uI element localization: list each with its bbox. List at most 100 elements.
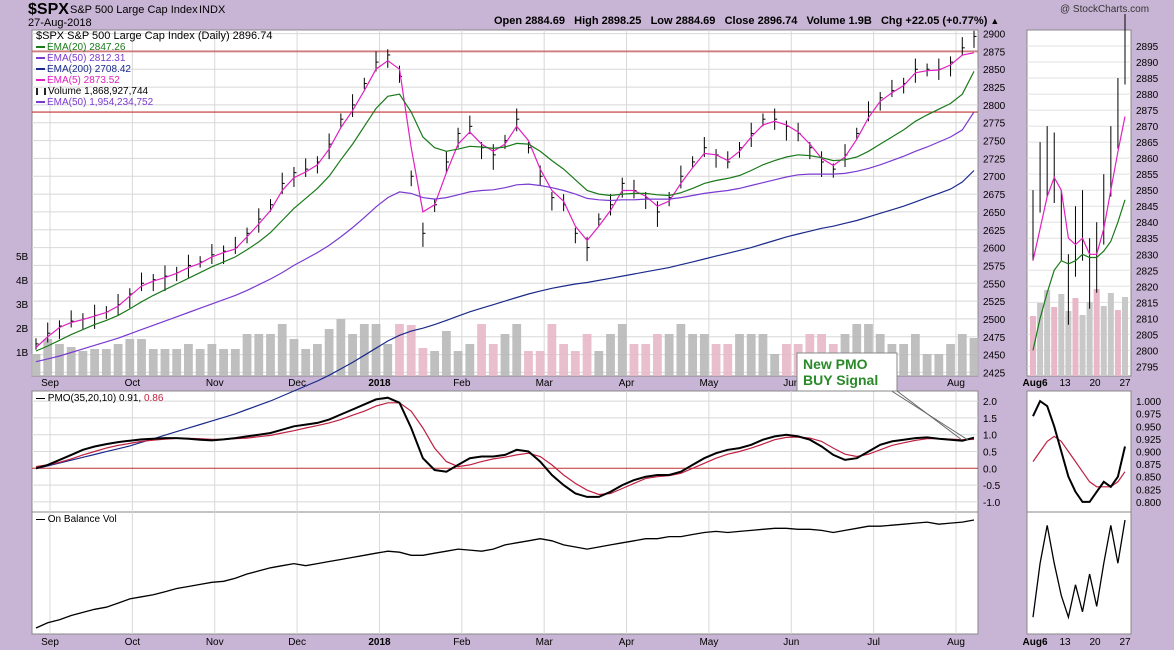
volume-bar bbox=[864, 324, 873, 376]
volume-bar bbox=[676, 324, 686, 376]
month-tick-label: Aug bbox=[947, 378, 965, 389]
pmo-tick-label: 2.0 bbox=[983, 397, 997, 408]
inset-obv-panel bbox=[1026, 511, 1132, 635]
volume-bar bbox=[359, 324, 369, 376]
inset-price-tick-label: 2875 bbox=[1136, 106, 1159, 117]
price-tick-label: 2550 bbox=[983, 279, 1006, 290]
pmo-legend: PMO(35,20,10) 0.91, 0.86 bbox=[36, 393, 163, 404]
price-tick-label: 2525 bbox=[983, 297, 1006, 308]
volume-bar bbox=[90, 349, 100, 376]
volume-bar bbox=[406, 325, 416, 376]
volume-bar bbox=[207, 344, 217, 376]
volume-bar bbox=[395, 324, 404, 376]
inset-price-tick-label: 2885 bbox=[1136, 74, 1159, 85]
pmo-legend-swatch bbox=[36, 397, 45, 399]
open-label: Open bbox=[494, 15, 523, 27]
obv-line bbox=[35, 519, 975, 629]
volume-bar bbox=[957, 334, 967, 376]
inset-date-label-bottom: 27 bbox=[1119, 637, 1131, 648]
month-tick-label-bottom: Feb bbox=[453, 637, 471, 648]
inset-volume-bar bbox=[1072, 298, 1079, 376]
volume-tick-label: 5B bbox=[16, 252, 29, 263]
volume-bar bbox=[852, 324, 862, 376]
inset-date-label-bottom: 20 bbox=[1089, 637, 1101, 648]
exchange-label: INDX bbox=[199, 4, 226, 16]
inset-price-tick-label: 2840 bbox=[1136, 218, 1159, 229]
volume-bar bbox=[899, 344, 909, 376]
volume-bar bbox=[934, 354, 944, 376]
annotation-pointer-line-2 bbox=[892, 387, 963, 441]
inset-price-tick-label: 2830 bbox=[1136, 250, 1159, 261]
close-label: Close bbox=[724, 15, 755, 27]
close-value: 2896.74 bbox=[757, 15, 798, 27]
inset-volume-bar bbox=[1044, 290, 1051, 376]
volume-bar bbox=[688, 334, 697, 376]
volume-bar bbox=[711, 344, 721, 376]
inset-ema20-line bbox=[1032, 199, 1126, 351]
inset-volume-bar bbox=[1079, 315, 1086, 376]
chart-header: $SPX S&P 500 Large Cap Index INDX 27-Aug… bbox=[4, 0, 1170, 30]
month-tick-label: May bbox=[699, 378, 718, 389]
volume-bars-icon bbox=[36, 87, 46, 95]
month-tick-label-bottom: Nov bbox=[206, 637, 224, 648]
volume-bar bbox=[465, 344, 475, 376]
volume-bar bbox=[512, 324, 522, 376]
volume-bar bbox=[184, 344, 193, 376]
legend-item: EMA(50) 2812.31 bbox=[36, 53, 272, 64]
inset-price-tick-label: 2860 bbox=[1136, 154, 1159, 165]
index-name: S&P 500 Large Cap Index bbox=[70, 4, 198, 16]
inset-price-tick-label: 2865 bbox=[1136, 138, 1159, 149]
inset-ema5-line bbox=[1032, 116, 1126, 261]
month-tick-label: Oct bbox=[125, 378, 141, 389]
inset-pmo-line bbox=[1032, 399, 1126, 503]
volume-bar bbox=[910, 334, 920, 376]
volume-bar bbox=[946, 344, 955, 376]
volume-value: 1.9B bbox=[848, 15, 872, 27]
volume-bar bbox=[301, 349, 311, 376]
inset-pmo-tick-label: 0.925 bbox=[1136, 435, 1161, 446]
volume-bar bbox=[735, 334, 744, 376]
inset-pmo-tick-label: 0.825 bbox=[1136, 485, 1161, 496]
volume-bar bbox=[336, 319, 346, 376]
price-tick-label: 2575 bbox=[983, 261, 1006, 272]
volume-bar bbox=[242, 334, 252, 376]
inset-pmo-tick-label: 0.900 bbox=[1136, 448, 1161, 459]
line-swatch-icon bbox=[36, 46, 45, 49]
obv-legend-swatch bbox=[36, 518, 45, 520]
legend-item-text: EMA(50) 2812.31 bbox=[47, 53, 126, 64]
month-tick-label-bottom: Sep bbox=[41, 637, 59, 648]
legend-item-text: EMA(20) 2847.26 bbox=[47, 42, 126, 53]
inset-pmo-tick-label: 0.800 bbox=[1136, 498, 1161, 509]
volume-bar bbox=[500, 334, 510, 376]
inset-volume-bar bbox=[1107, 293, 1114, 376]
volume-bar bbox=[746, 334, 756, 376]
price-tick-label: 2450 bbox=[983, 351, 1006, 362]
volume-bar bbox=[699, 334, 709, 376]
volume-bar bbox=[266, 334, 275, 376]
price-tick-label: 2675 bbox=[983, 190, 1006, 201]
month-tick-label-bottom: Oct bbox=[125, 637, 141, 648]
change-up-arrow-icon: ▲ bbox=[990, 16, 1000, 26]
pmo-legend-label: PMO(35,20,10) bbox=[47, 393, 117, 404]
volume-bar bbox=[172, 349, 182, 376]
volume-bar bbox=[324, 329, 334, 376]
volume-bar bbox=[137, 339, 146, 376]
month-tick-label: Nov bbox=[206, 378, 224, 389]
inset-volume-bar bbox=[1100, 306, 1107, 376]
inset-volume-bar bbox=[1051, 307, 1058, 376]
inset-pmo-tick-label: 1.000 bbox=[1136, 397, 1161, 408]
inset-price-tick-label: 2835 bbox=[1136, 234, 1159, 245]
price-tick-label: 2500 bbox=[983, 315, 1006, 326]
volume-label: Volume bbox=[806, 15, 846, 27]
series-ema50 bbox=[35, 111, 975, 363]
inset-price-tick-label: 2805 bbox=[1136, 330, 1159, 341]
price-tick-label: 2800 bbox=[983, 101, 1006, 112]
month-tick-label: Dec bbox=[288, 378, 306, 389]
inset-pmo-tick-label: 0.850 bbox=[1136, 473, 1161, 484]
price-tick-label: 2900 bbox=[983, 30, 1006, 41]
inset-pmo-panel bbox=[1026, 390, 1132, 513]
volume-bar bbox=[559, 344, 569, 376]
high-label: High bbox=[574, 15, 599, 27]
inset-volume-bar bbox=[1122, 297, 1128, 376]
inset-price-tick-label: 2795 bbox=[1136, 362, 1159, 373]
